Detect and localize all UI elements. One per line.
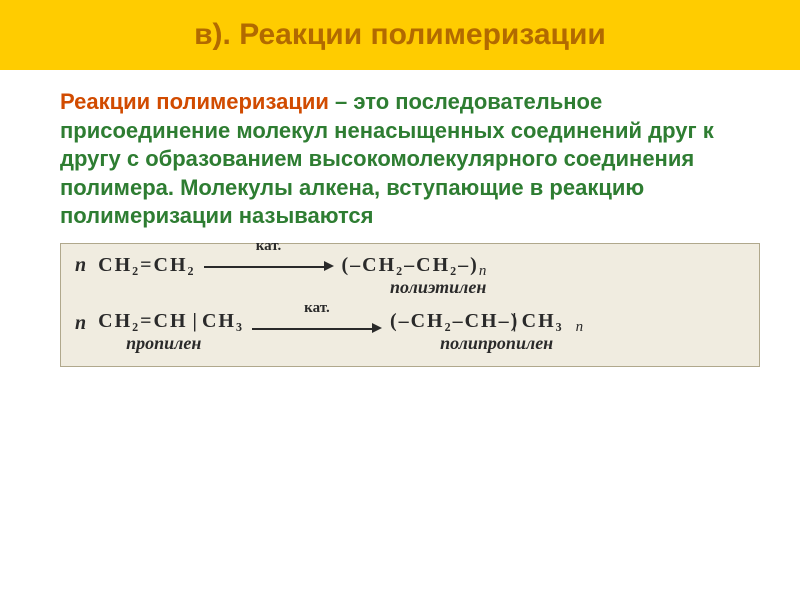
definition-lead: Реакции полимеризации [60,89,329,114]
reagent-propylene-name: пропилен [126,333,201,354]
subscript-n: n [576,319,584,335]
product-polypropylene-branch: CH–) | CH₃ [465,310,576,333]
product-polyethylene-formula: (–CH₂–CH₂–) [342,254,479,276]
reagent-propylene-branch: CH | CH₃ [154,310,244,333]
arrow-head-icon [372,323,382,333]
branch-methyl: CH₃ [522,310,564,332]
arrow-line [252,328,372,330]
reagent-propylene-main: CH₂= [98,310,153,332]
product-polypropylene-main: (–CH₂– [390,310,465,332]
arrow-label-catalyst: кат. [304,300,330,317]
arrow-line [204,266,324,268]
subscript-n: n [479,263,487,279]
arrow-label-catalyst: кат. [256,238,282,255]
bond-icon: | [193,310,197,332]
product-polyethylene-name: полиэтилен [390,277,486,298]
definition-text: Реакции полимеризации – это последовател… [0,70,800,243]
arrow-head-icon [324,261,334,271]
equation-polypropylene: n CH₂= CH | CH₃ пропилен кат. (–CH₂– [75,310,745,354]
reaction-arrow: кат. [252,316,382,339]
coefficient-n: n [75,254,88,277]
branch-methyl: CH₃ [202,310,244,332]
slide: в). Реакции полимеризации Реакции полиме… [0,0,800,600]
reaction-arrow: кат. [204,254,334,277]
product-polypropylene-name: полипропилен [440,333,553,354]
equations-box: n CH₂=CH₂ кат. (–CH₂–CH₂–)n полиэтилен n… [60,243,760,367]
slide-title: в). Реакции полимеризации [30,18,770,52]
reagent-ethylene: CH₂=CH₂ [98,254,195,277]
bond-icon: | [512,310,516,332]
equation-polyethylene: n CH₂=CH₂ кат. (–CH₂–CH₂–)n полиэтилен [75,254,745,298]
coefficient-n: n [75,310,88,335]
title-bar: в). Реакции полимеризации [0,0,800,70]
